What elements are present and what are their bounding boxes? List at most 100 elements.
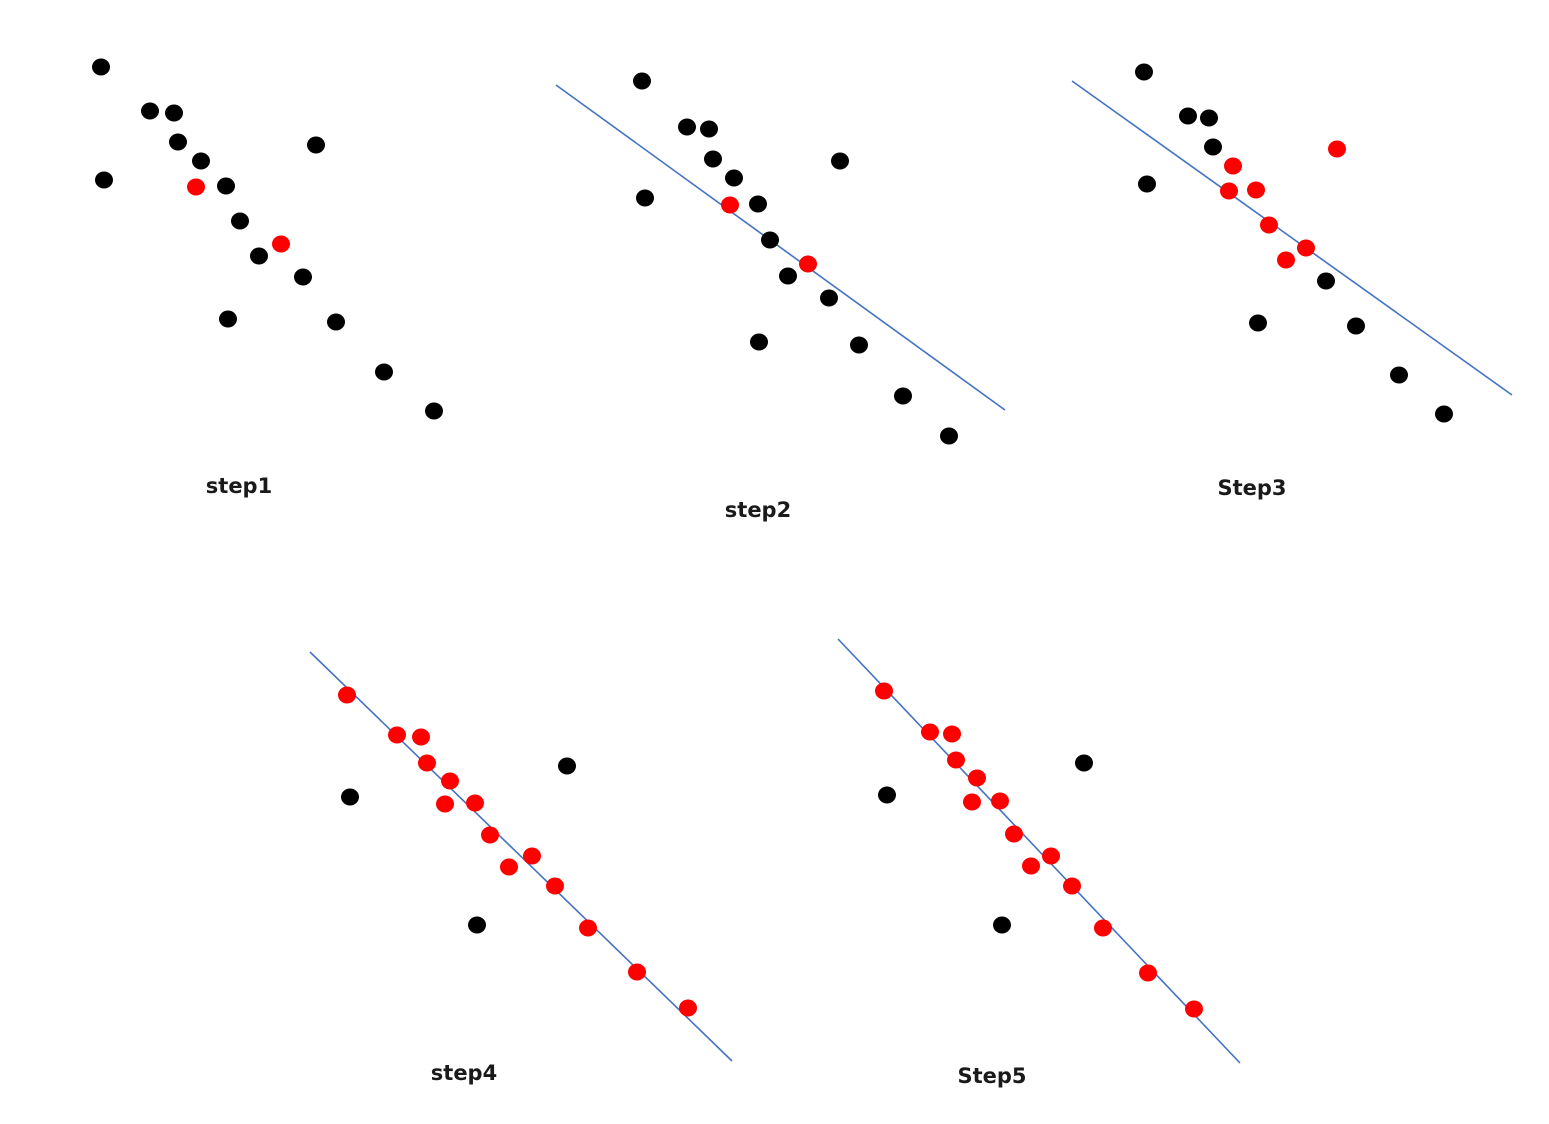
step1-point-14-outlier <box>219 310 237 328</box>
step2-point-13-outlier <box>820 289 838 307</box>
step1-point-5-outlier <box>169 133 187 151</box>
step4-point-2-outlier <box>341 788 359 806</box>
step2-point-17-outlier <box>940 427 958 445</box>
step4-point-12-inlier <box>500 858 518 876</box>
step3-point-4-outlier <box>1200 109 1218 127</box>
step1-panel <box>92 58 443 420</box>
step2-point-16-outlier <box>894 387 912 405</box>
step1-point-16-outlier <box>375 363 393 381</box>
step4-point-5-inlier <box>418 754 436 772</box>
step1-point-13-outlier <box>294 268 312 286</box>
step2-point-14-outlier <box>750 333 768 351</box>
step3-point-11-inlier <box>1297 239 1315 257</box>
step5-point-6-outlier <box>1075 754 1093 772</box>
step1-point-1-outlier <box>92 58 110 76</box>
step5-point-17-inlier <box>1185 1000 1203 1018</box>
step5-point-3-inlier <box>921 723 939 741</box>
step5-point-7-inlier <box>963 793 981 811</box>
step5-point-10-inlier <box>1005 825 1023 843</box>
step2-point-4-outlier <box>700 120 718 138</box>
step4-fit-line <box>309 651 733 1062</box>
step2-point-8-outlier <box>725 169 743 187</box>
step4-point-16-inlier <box>628 963 646 981</box>
step1-point-11-inlier <box>272 235 290 253</box>
step4-point-10-inlier <box>481 826 499 844</box>
step2-label: step2 <box>724 498 792 522</box>
step4-point-4-inlier <box>412 728 430 746</box>
step3-point-2-outlier <box>1138 175 1156 193</box>
step2-point-15-outlier <box>850 336 868 354</box>
step2-point-12-outlier <box>779 267 797 285</box>
step1-point-2-outlier <box>95 171 113 189</box>
step5-point-12-inlier <box>1022 857 1040 875</box>
step2-point-1-outlier <box>633 72 651 90</box>
step3-point-17-outlier <box>1435 405 1453 423</box>
step3-point-16-outlier <box>1390 366 1408 384</box>
step5-label: Step5 <box>957 1064 1027 1088</box>
step5-point-2-outlier <box>878 786 896 804</box>
step1-point-9-outlier <box>217 177 235 195</box>
step5-point-4-inlier <box>943 725 961 743</box>
step4-point-13-inlier <box>546 877 564 895</box>
step1-point-10-outlier <box>231 212 249 230</box>
step5-fit-line <box>837 638 1241 1064</box>
step4-point-1-inlier <box>338 686 356 704</box>
step5-point-14-outlier <box>993 916 1011 934</box>
step3-point-1-outlier <box>1135 63 1153 81</box>
step1-point-15-outlier <box>327 313 345 331</box>
step3-point-12-inlier <box>1277 251 1295 269</box>
step4-panel <box>309 651 733 1062</box>
step5-point-8-inlier <box>968 769 986 787</box>
step4-point-17-inlier <box>679 999 697 1017</box>
step4-point-9-inlier <box>466 794 484 812</box>
step3-point-8-inlier <box>1224 157 1242 175</box>
step1-point-3-outlier <box>141 102 159 120</box>
step5-point-15-inlier <box>1094 919 1112 937</box>
step1-point-12-outlier <box>250 247 268 265</box>
step2-fit-line <box>555 84 1006 411</box>
step3-panel <box>1071 63 1513 423</box>
step5-point-16-inlier <box>1139 964 1157 982</box>
step2-point-10-outlier <box>761 231 779 249</box>
step1-point-8-outlier <box>192 152 210 170</box>
step2-point-2-outlier <box>636 189 654 207</box>
step5-point-5-inlier <box>947 751 965 769</box>
step1-point-7-inlier <box>187 178 205 196</box>
step3-fit-line <box>1071 80 1513 396</box>
step3-point-13-outlier <box>1317 272 1335 290</box>
step5-point-9-inlier <box>991 792 1009 810</box>
step4-point-14-outlier <box>468 916 486 934</box>
step3-point-3-outlier <box>1179 107 1197 125</box>
step4-point-15-inlier <box>579 919 597 937</box>
step3-point-10-inlier <box>1260 216 1278 234</box>
step4-point-8-inlier <box>441 772 459 790</box>
step4-point-6-outlier <box>558 757 576 775</box>
step1-label: step1 <box>205 474 273 498</box>
step5-point-13-inlier <box>1063 877 1081 895</box>
step4-point-3-inlier <box>388 726 406 744</box>
step5-point-11-inlier <box>1042 847 1060 865</box>
step1-point-17-outlier <box>425 402 443 420</box>
step2-point-5-outlier <box>704 150 722 168</box>
step4-label: step4 <box>430 1061 498 1085</box>
step3-label: Step3 <box>1217 476 1287 500</box>
step3-point-9-inlier <box>1247 181 1265 199</box>
step3-point-5-outlier <box>1204 138 1222 156</box>
step1-point-6-outlier <box>307 136 325 154</box>
step5-point-1-inlier <box>875 682 893 700</box>
step4-point-11-inlier <box>523 847 541 865</box>
step2-point-7-inlier <box>721 196 739 214</box>
step2-point-11-inlier <box>799 255 817 273</box>
step2-point-6-outlier <box>831 152 849 170</box>
step3-point-7-inlier <box>1220 182 1238 200</box>
step4-point-7-inlier <box>436 795 454 813</box>
step1-point-4-outlier <box>165 104 183 122</box>
step2-point-9-outlier <box>749 195 767 213</box>
step5-panel <box>837 638 1241 1064</box>
step3-point-6-inlier <box>1328 140 1346 158</box>
step2-panel <box>555 72 1006 445</box>
step3-point-15-outlier <box>1347 317 1365 335</box>
step2-point-3-outlier <box>678 118 696 136</box>
